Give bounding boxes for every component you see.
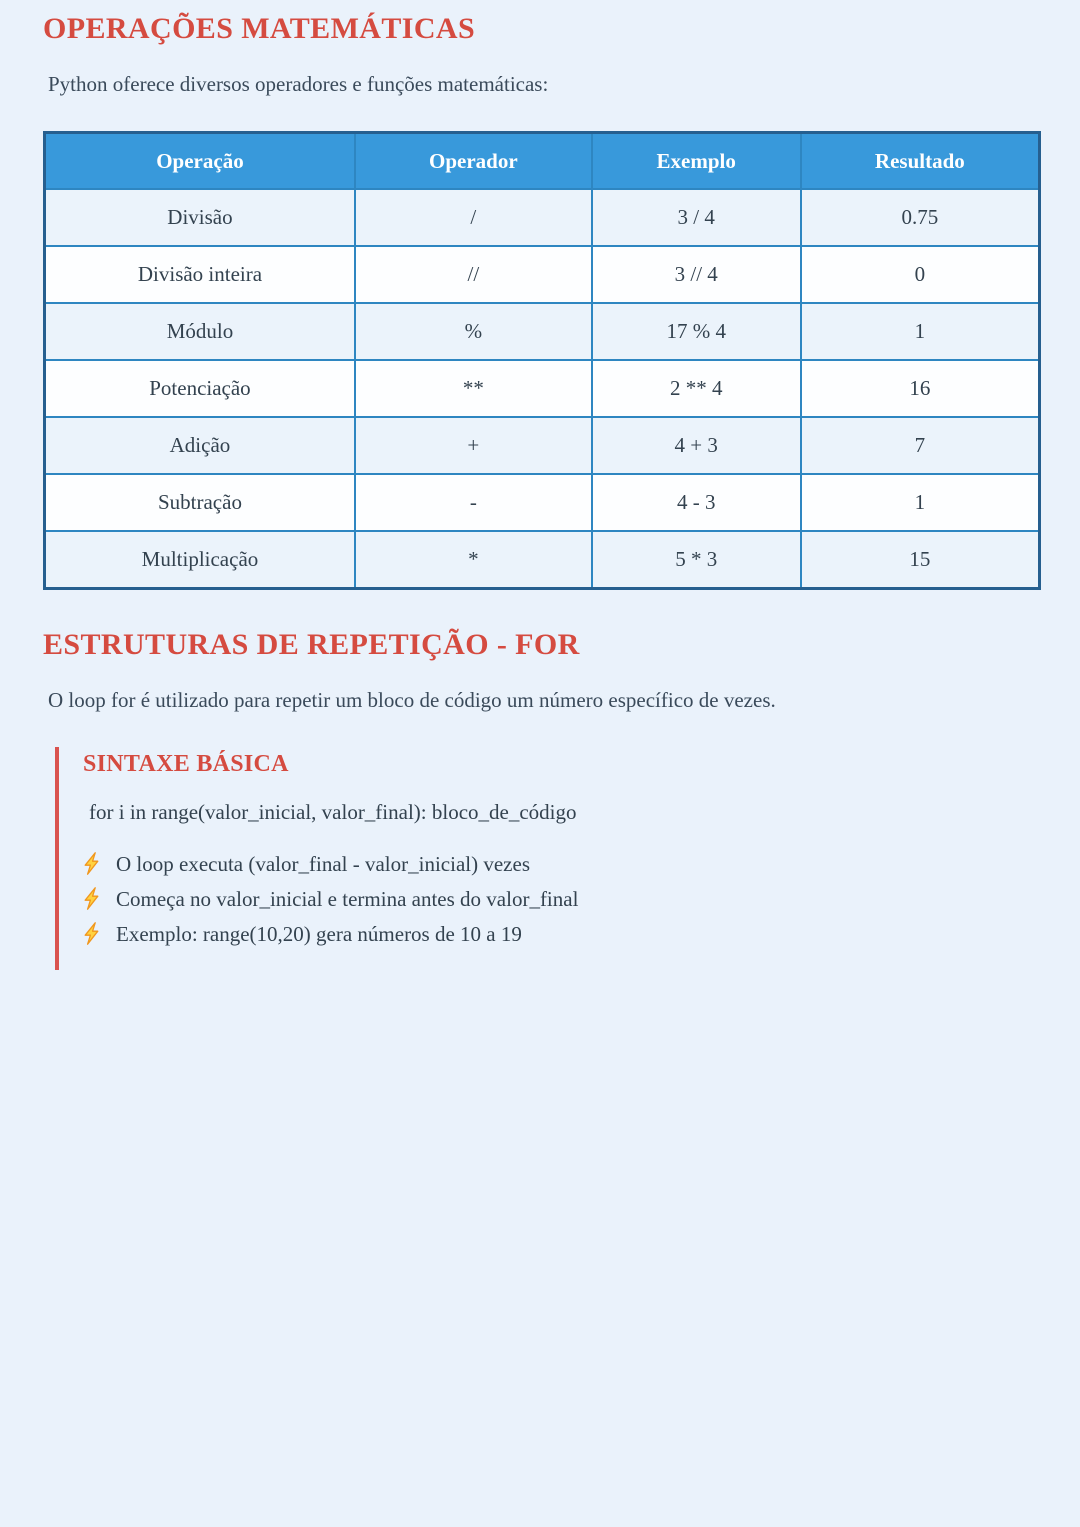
operations-section-title: OPERAÇÕES MATEMÁTICAS <box>43 12 476 45</box>
table-cell: ** <box>353 359 593 418</box>
table-cell: % <box>353 302 593 361</box>
table-cell: / <box>353 188 593 247</box>
column-header-resultado: Resultado <box>799 131 1041 190</box>
table-cell: 0 <box>799 245 1041 304</box>
for-syntax-code: for i in range(valor_inicial, valor_fina… <box>89 800 577 824</box>
table-cell: 7 <box>799 416 1041 475</box>
document-page: OPERAÇÕES MATEMÁTICAS Python oferece div… <box>43 12 1041 970</box>
table-row: Multiplicação * 5 * 3 15 <box>43 530 1041 590</box>
table-cell: Potenciação <box>43 359 356 418</box>
table-cell: Multiplicação <box>43 530 356 590</box>
table-cell: - <box>353 473 593 532</box>
syntax-bullet-item: Começa no valor_inicial e termina antes … <box>83 886 1040 912</box>
syntax-bullet-item: Exemplo: range(10,20) gera números de 10… <box>83 921 1040 947</box>
for-section-title: ESTRUTURAS DE REPETIÇÃO - FOR <box>43 628 580 661</box>
table-cell: 3 // 4 <box>590 245 802 304</box>
math-operations-table: Operação Operador Exemplo Resultado Divi… <box>43 131 1041 590</box>
table-row: Potenciação ** 2 ** 4 16 <box>43 359 1041 418</box>
syntax-box: SINTAXE BÁSICA for i in range(valor_inic… <box>55 747 1040 970</box>
syntax-bullet-text: Começa no valor_inicial e termina antes … <box>116 887 579 911</box>
column-header-exemplo: Exemplo <box>590 131 802 190</box>
table-cell: 5 * 3 <box>590 530 802 590</box>
table-cell: 0.75 <box>799 188 1041 247</box>
table-cell: * <box>353 530 593 590</box>
table-cell: 2 ** 4 <box>590 359 802 418</box>
syntax-bullet-text: Exemplo: range(10,20) gera números de 10… <box>116 922 522 946</box>
table-cell: 15 <box>799 530 1041 590</box>
lightning-bolt-icon <box>84 887 99 910</box>
table-cell: Módulo <box>43 302 356 361</box>
table-cell: // <box>353 245 593 304</box>
table-cell: 3 / 4 <box>590 188 802 247</box>
table-cell: 1 <box>799 302 1041 361</box>
lightning-bolt-icon <box>84 852 99 875</box>
table-cell: 4 - 3 <box>590 473 802 532</box>
column-header-operacao: Operação <box>43 131 356 190</box>
table-header-row: Operação Operador Exemplo Resultado <box>43 131 1041 190</box>
table-cell: Subtração <box>43 473 356 532</box>
operations-intro-text: Python oferece diversos operadores e fun… <box>48 72 549 96</box>
table-cell: Adição <box>43 416 356 475</box>
syntax-box-title: SINTAXE BÁSICA <box>83 751 289 777</box>
syntax-bullet-list: O loop executa (valor_final - valor_inic… <box>83 851 1040 947</box>
table-cell: 17 % 4 <box>590 302 802 361</box>
table-cell: + <box>353 416 593 475</box>
lightning-bolt-icon <box>84 922 99 945</box>
for-intro-text: O loop for é utilizado para repetir um b… <box>48 688 776 712</box>
table-cell: Divisão <box>43 188 356 247</box>
table-cell: 16 <box>799 359 1041 418</box>
table-cell: Divisão inteira <box>43 245 356 304</box>
table-body: Divisão/3 / 4 0.75 Divisão inteira//3 // 4… <box>43 188 1041 590</box>
table-cell: 1 <box>799 473 1041 532</box>
table-row: Divisão/3 / 4 0.75 <box>43 188 1041 247</box>
column-header-operador: Operador <box>353 131 593 190</box>
syntax-bullet-text: O loop executa (valor_final - valor_inic… <box>116 852 530 876</box>
table-cell: 4 + 3 <box>590 416 802 475</box>
syntax-bullet-item: O loop executa (valor_final - valor_inic… <box>83 851 1040 877</box>
